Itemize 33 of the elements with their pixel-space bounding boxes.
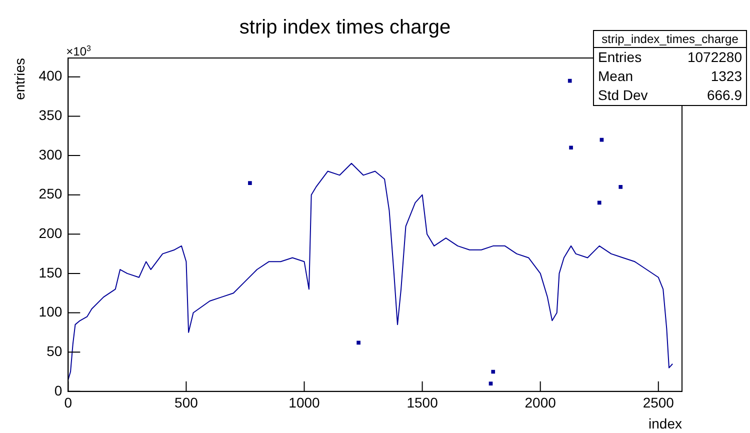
- y-tick-label: 50: [46, 342, 62, 359]
- y-tick-label: 100: [38, 304, 62, 320]
- text: strip_index_times_charge: [594, 31, 746, 48]
- point: [488, 382, 493, 386]
- text: 1072280: [687, 48, 742, 67]
- point: [248, 181, 252, 185]
- x-tick-label: 1500: [406, 394, 438, 411]
- y-tick-label: 400: [38, 68, 62, 84]
- point: [491, 370, 496, 374]
- point: [356, 340, 360, 345]
- y-tick-label: 300: [38, 146, 62, 162]
- y-axis-title: entries: [11, 58, 28, 100]
- annotation: Mean: [598, 67, 634, 86]
- x-tick-label: 500: [174, 394, 198, 411]
- annotation: Entries: [598, 48, 642, 67]
- point: [618, 185, 623, 189]
- y-tick-label: 0: [54, 382, 62, 398]
- y-tick-label: 150: [38, 264, 62, 280]
- text: 666.9: [706, 86, 742, 105]
- x-axis-title: index: [648, 415, 682, 432]
- point: [597, 200, 602, 205]
- x-tick-label: 1000: [288, 394, 320, 411]
- y-tick-label: 350: [38, 107, 62, 124]
- annotation: Std Dev: [598, 86, 648, 105]
- x-tick-label: 2000: [524, 394, 556, 411]
- x-tick-label: 0: [64, 394, 72, 411]
- y-tick-label: 200: [38, 224, 62, 241]
- y-tick-label: 250: [38, 186, 62, 202]
- chart-title: strip index times charge: [239, 16, 451, 39]
- text: 1323: [710, 67, 742, 86]
- x-tick-label: 2500: [642, 394, 674, 411]
- point: [568, 78, 572, 83]
- point: [569, 146, 573, 150]
